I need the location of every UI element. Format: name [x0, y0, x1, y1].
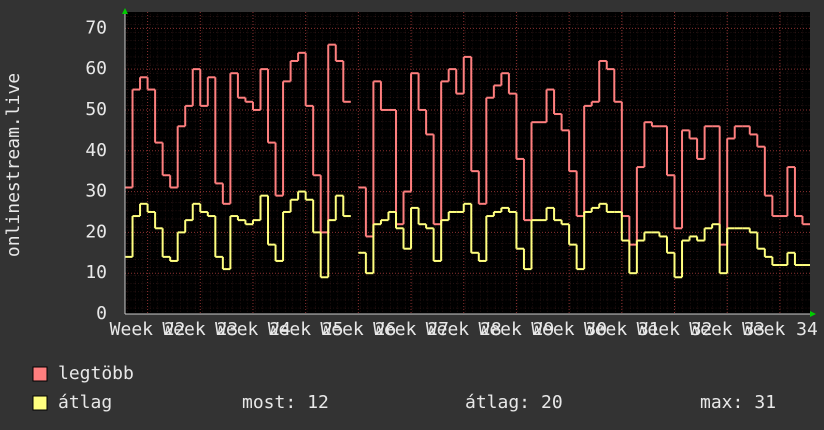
legend-swatch: [32, 395, 48, 411]
x-tick-label: Week 25: [268, 319, 344, 340]
y-tick-label: 30: [85, 181, 107, 202]
stat-label: max:: [700, 392, 743, 413]
x-tick-label: Week 34: [742, 319, 818, 340]
x-tick-label: Week 24: [215, 319, 291, 340]
stat-value: 31: [754, 392, 776, 413]
legend-label: legtöbb: [58, 363, 134, 384]
x-tick-label: Week 30: [531, 319, 607, 340]
x-tick-label: Week 26: [320, 319, 396, 340]
y-tick-label: 0: [96, 303, 107, 324]
x-tick-label: Week 32: [637, 319, 713, 340]
x-tick-label: Week 28: [426, 319, 502, 340]
stat-value: 20: [541, 392, 563, 413]
y-tick-label: 60: [85, 58, 107, 79]
legend-label: átlag: [58, 392, 112, 413]
y-axis-title: onlinestream.live: [3, 73, 24, 257]
x-tick-label: Week 23: [162, 319, 238, 340]
plot: [125, 12, 810, 315]
x-tick-label: Week 22: [110, 319, 186, 340]
y-arrow: [122, 8, 128, 14]
minor-grid: [125, 12, 810, 314]
stat-label: most:: [242, 392, 296, 413]
y-tick-label: 20: [85, 221, 107, 242]
x-tick-label: Week 27: [373, 319, 449, 340]
y-tick-label: 40: [85, 140, 107, 161]
x-tick-label: Week 33: [689, 319, 765, 340]
y-tick-label: 10: [85, 262, 107, 283]
y-tick-label: 70: [85, 17, 107, 38]
stat-value: 12: [307, 392, 329, 413]
y-tick-label: 50: [85, 99, 107, 120]
x-tick-label: Week 31: [584, 319, 660, 340]
x-arrow: [810, 311, 816, 317]
x-tick-label: Week 29: [478, 319, 554, 340]
stat-label: átlag:: [465, 392, 530, 413]
legend-swatch: [32, 366, 48, 382]
